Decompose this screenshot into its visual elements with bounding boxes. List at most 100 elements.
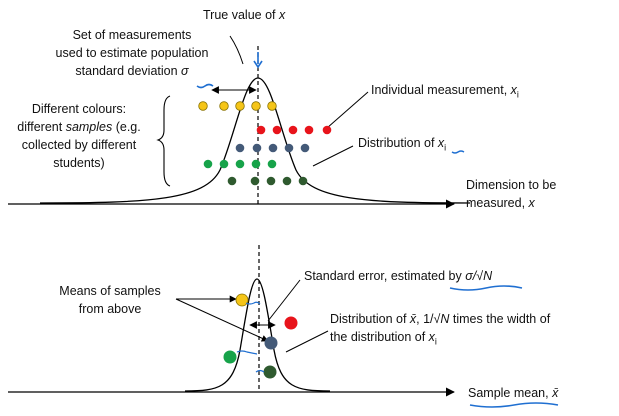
set-line1: Set of measurements	[72, 28, 192, 42]
sigma-blue-underline	[196, 83, 214, 89]
means-of-samples-label: Means of samples from above	[48, 282, 172, 318]
sample-dot-row3-3	[268, 143, 278, 153]
sample-dot-row2-2	[272, 125, 282, 135]
sample-dot-row1-2	[219, 101, 229, 111]
colours-line2: different samples (e.g.	[4, 118, 154, 136]
individual-measurement-pointer	[326, 91, 369, 129]
blue-scribble-1	[245, 301, 261, 305]
standard-error-label: Standard error, estimated by σ/√N	[304, 267, 492, 285]
sample-dot-row2-1	[256, 125, 266, 135]
sigma-symbol: σ	[181, 64, 189, 78]
sample-dot-row4-3	[235, 159, 245, 169]
sample-dot-row4-5	[267, 159, 277, 169]
dimension-line1: Dimension to be	[466, 178, 557, 192]
mean-dot-darkgreen	[263, 365, 277, 379]
means-line1: Means of samples	[59, 284, 161, 298]
xbar-line1: Distribution of x̄, 1/√N times the width…	[330, 310, 550, 328]
xi-blue-underline	[451, 150, 465, 154]
sample-dot-row1-3	[235, 101, 245, 111]
set-line3-text: standard deviation	[75, 64, 182, 78]
sample-dot-row3-1	[235, 143, 245, 153]
sample-mean-label: Sample mean, x̄	[468, 384, 558, 402]
sample-dot-row1-1	[198, 101, 208, 111]
xbar-line1-pre: Distribution of	[330, 312, 410, 326]
colours-line3: collected by different	[21, 138, 137, 152]
different-colours-label: Different colours: different samples (e.…	[4, 100, 154, 172]
mean-dot-yellow	[235, 293, 249, 307]
distribution-xi-var: x	[437, 136, 445, 150]
sample-dot-row2-5	[322, 125, 332, 135]
sample-dot-row2-4	[304, 125, 314, 135]
dimension-label: Dimension to be measured, x	[466, 176, 556, 212]
true-value-pointer	[229, 35, 244, 65]
distribution-xi-pointer	[312, 145, 354, 167]
dimension-line2: measured, x	[466, 194, 556, 212]
xbar-line2: the distribution of xi	[330, 328, 550, 351]
sample-dot-row5-4	[282, 176, 292, 186]
sample-mean-text: Sample mean,	[468, 386, 553, 400]
blue-scribble-2	[236, 350, 258, 355]
colours-line2-italic: samples	[65, 120, 113, 134]
sample-dot-row3-5	[300, 143, 310, 153]
sample-dot-row5-2	[250, 176, 260, 186]
means-line2: from above	[78, 302, 142, 316]
true-value-var: x	[278, 8, 286, 22]
sample-dot-row2-3	[288, 125, 298, 135]
xbar-symbol: x̄	[409, 312, 417, 326]
mean-dot-red	[284, 316, 298, 330]
sample-dot-row1-4	[251, 101, 261, 111]
sample-dot-row4-1	[203, 159, 213, 169]
standard-error-pointer	[267, 279, 301, 322]
set-line3: standard deviation σ	[40, 62, 224, 80]
sqrtN-symbol: √N	[433, 312, 450, 326]
sample-dot-row4-2	[219, 159, 229, 169]
individual-measurement-label: Individual measurement, xi	[371, 81, 519, 104]
distribution-xbar-label: Distribution of x̄, 1/√N times the width…	[330, 310, 550, 351]
distribution-xi-sub: i	[444, 142, 447, 153]
sample-mean-blue-underline	[469, 402, 559, 408]
sample-mean-xbar: x̄	[552, 386, 559, 400]
sample-dot-row5-3	[266, 176, 276, 186]
colours-line1: Different colours:	[31, 102, 127, 116]
sample-dot-row5-5	[298, 176, 308, 186]
colours-line2-post: (e.g.	[112, 120, 141, 134]
set-line2: used to estimate population	[55, 46, 209, 60]
dimension-var: x	[528, 196, 535, 210]
individual-measurement-text: Individual measurement,	[371, 83, 511, 97]
sample-dot-row5-1	[227, 176, 237, 186]
xbar-line1-mid: , 1/	[416, 312, 434, 326]
bottom-gaussian-curve	[184, 278, 331, 392]
standard-error-text: Standard error, estimated by	[304, 269, 466, 283]
top-gaussian-curve	[39, 77, 471, 204]
xbar-line2-sub: i	[434, 336, 437, 347]
colours-line4: students)	[53, 156, 105, 170]
true-value-text: True value of	[203, 8, 279, 22]
dimension-line2-text: measured,	[466, 196, 529, 210]
standard-error-formula: σ/√N	[465, 269, 493, 283]
sample-dot-row3-4	[284, 143, 294, 153]
colours-line2-pre: different	[17, 120, 66, 134]
distribution-xi-label: Distribution of xi	[358, 134, 446, 157]
blue-down-arrowhead	[253, 60, 263, 69]
blue-scribble-3	[255, 369, 265, 373]
distribution-xbar-pointer	[285, 330, 329, 353]
means-pointer-b	[175, 298, 269, 342]
distribution-xi-text: Distribution of	[358, 136, 438, 150]
individual-measurement-var: x	[510, 83, 517, 97]
sample-dot-row3-2	[252, 143, 262, 153]
sample-dots	[198, 101, 332, 186]
sample-dot-row1-5	[267, 101, 277, 111]
different-colours-brace	[156, 95, 171, 187]
true-value-label: True value of x	[203, 6, 285, 24]
xbar-line2-text: the distribution of	[330, 330, 429, 344]
mean-dot-slate	[264, 336, 278, 350]
set-of-measurements-label: Set of measurements used to estimate pop…	[40, 26, 224, 80]
individual-measurement-sub: i	[516, 89, 519, 100]
sample-dot-row4-4	[251, 159, 261, 169]
formula-blue-underline	[449, 285, 523, 291]
xbar-line2-var: x	[428, 330, 435, 344]
mean-dot-green	[223, 350, 237, 364]
xbar-line1-post: times the width of	[449, 312, 551, 326]
